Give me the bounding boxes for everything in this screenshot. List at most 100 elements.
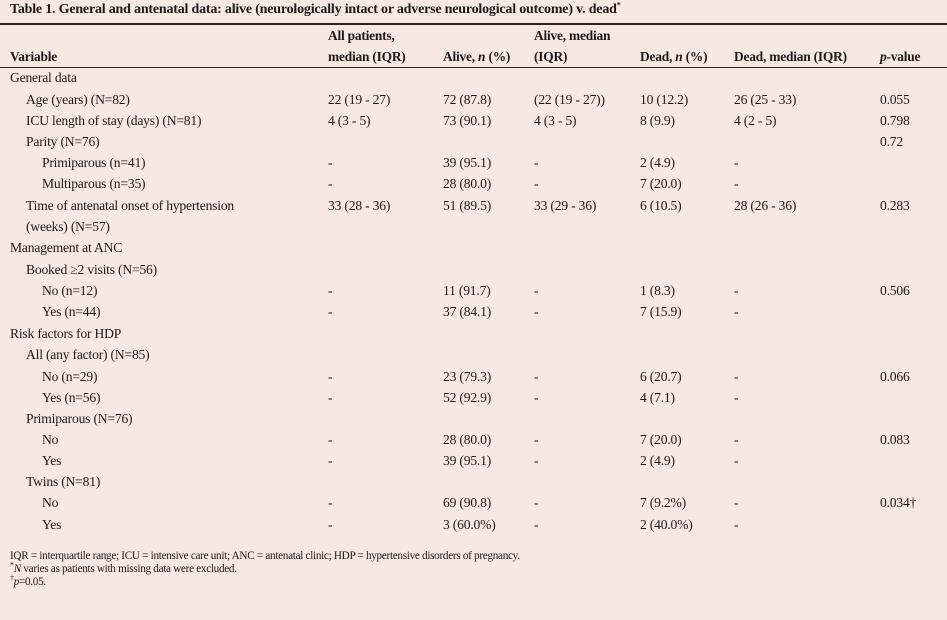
table-cell: - — [534, 517, 539, 532]
table-cell: - — [534, 369, 539, 384]
row-label: (weeks) (N=57) — [26, 219, 110, 234]
table-cell: - — [534, 390, 539, 405]
table-cell: 0.798 — [880, 113, 910, 128]
table-row: Primiparous (N=76) — [0, 408, 947, 429]
table-row: Parity (N=76) 0.72 — [0, 131, 947, 152]
column-header: Alive, median (IQR) — [534, 25, 610, 67]
table-row: Multiparous (n=35) - 28 (80.0) - 7 (20.0) - — [0, 173, 947, 194]
header-line-1: All patients, — [328, 28, 395, 43]
table-cell: 28 (26 - 36) — [734, 198, 797, 213]
table-cell: - — [734, 495, 739, 510]
header-line-2: Dead, n (%) — [640, 49, 708, 64]
table-cell: 0.72 — [880, 134, 903, 149]
table-row: ICU length of stay (days) (N=81) 4 (3 - 5… — [0, 110, 947, 131]
table-cell: 7 (20.0) — [640, 432, 682, 447]
table-cell: - — [534, 155, 539, 170]
table-cell: - — [734, 432, 739, 447]
table-cell: 0.506 — [880, 283, 910, 298]
table-cell: 4 (2 - 5) — [734, 113, 777, 128]
table-cell: - — [328, 390, 333, 405]
column-header: Dead, median (IQR) — [734, 25, 847, 67]
table-cell: - — [734, 176, 739, 191]
table-row: No - 69 (90.8) - 7 (9.2%) - 0.034† — [0, 492, 947, 513]
table-cell: - — [734, 283, 739, 298]
table-cell: 3 (60.0%) — [443, 517, 496, 532]
table-cell: 6 (10.5) — [640, 198, 682, 213]
table-row: Twins (N=81) — [0, 471, 947, 492]
table-cell: 69 (90.8) — [443, 495, 492, 510]
table-cell: - — [534, 304, 539, 319]
table-row: Yes - 3 (60.0%) - 2 (40.0%) - — [0, 514, 947, 535]
header-line-1: Alive, median — [534, 28, 611, 43]
table-cell: 4 (3 - 5) — [328, 113, 371, 128]
table-cell: - — [734, 304, 739, 319]
table-cell: - — [534, 176, 539, 191]
table-cell: 1 (8.3) — [640, 283, 675, 298]
table-cell: - — [734, 155, 739, 170]
table-cell: 2 (4.9) — [640, 155, 675, 170]
row-label: Primiparous (N=76) — [26, 411, 133, 426]
row-label: All (any factor) (N=85) — [26, 347, 150, 362]
table-cell: - — [328, 495, 333, 510]
table-row: Yes (n=44) - 37 (84.1) - 7 (15.9) - — [0, 301, 947, 322]
row-label: Risk factors for HDP — [10, 326, 122, 341]
table-cell: 11 (91.7) — [443, 283, 491, 298]
title-rule — [0, 23, 947, 25]
table-cell: 2 (40.0%) — [640, 517, 693, 532]
header-line-1 — [734, 25, 847, 46]
footnote-abbreviations: IQR = interquartile range; ICU = intensi… — [10, 550, 520, 562]
table-cell: 7 (15.9) — [640, 304, 682, 319]
column-header: Alive, n (%) — [443, 25, 510, 67]
header-line-2: median (IQR) — [328, 49, 406, 64]
row-label: Multiparous (n=35) — [42, 176, 146, 191]
table-cell: 4 (3 - 5) — [534, 113, 577, 128]
table-cell: 4 (7.1) — [640, 390, 675, 405]
row-label: Age (years) (N=82) — [26, 92, 130, 107]
row-label: Yes (n=44) — [42, 304, 101, 319]
header-line-1 — [640, 25, 707, 46]
header-rule — [0, 67, 947, 68]
table-row: General data — [0, 67, 947, 88]
table-cell: - — [534, 495, 539, 510]
table-cell: 23 (79.3) — [443, 369, 492, 384]
column-header: p-value — [880, 25, 920, 67]
table-cell: - — [328, 304, 333, 319]
table-cell: - — [328, 517, 333, 532]
row-label: Booked ≥2 visits (N=56) — [26, 262, 157, 277]
table-row: All (any factor) (N=85) — [0, 344, 947, 365]
table-row: Age (years) (N=82) 22 (19 - 27) 72 (87.8) (… — [0, 89, 947, 110]
table-row: Management at ANC — [0, 237, 947, 258]
table-cell: 0.083 — [880, 432, 910, 447]
table-cell: 8 (9.9) — [640, 113, 675, 128]
row-label: Yes (n=56) — [42, 390, 101, 405]
table-cell: 22 (19 - 27) — [328, 92, 391, 107]
table-cell: 0.055 — [880, 92, 910, 107]
row-label: Yes — [42, 453, 62, 468]
table-cell: 26 (25 - 33) — [734, 92, 797, 107]
table-cell: - — [534, 432, 539, 447]
table-cell: 39 (95.1) — [443, 453, 492, 468]
table-cell: 0.034† — [880, 495, 917, 510]
table-cell: - — [534, 453, 539, 468]
table-cell: 0.283 — [880, 198, 910, 213]
table-cell: 2 (4.9) — [640, 453, 675, 468]
table-row: Time of antenatal onset of hypertension 3… — [0, 195, 947, 216]
table-cell: 28 (80.0) — [443, 176, 492, 191]
table-cell: 33 (28 - 36) — [328, 198, 391, 213]
header-line-2: Dead, median (IQR) — [734, 49, 847, 64]
row-label: No (n=12) — [42, 283, 98, 298]
table-cell: - — [734, 369, 739, 384]
header-line-2: (IQR) — [534, 49, 568, 64]
row-label: ICU length of stay (days) (N=81) — [26, 113, 202, 128]
table-row: Yes (n=56) - 52 (92.9) - 4 (7.1) - — [0, 387, 947, 408]
row-label: Time of antenatal onset of hypertension — [26, 198, 235, 213]
header-line-2: Variable — [10, 49, 58, 64]
row-label: No (n=29) — [42, 369, 98, 384]
table-cell: 37 (84.1) — [443, 304, 492, 319]
row-label: Primiparous (n=41) — [42, 155, 146, 170]
table-cell: - — [328, 283, 333, 298]
table-cell: 28 (80.0) — [443, 432, 492, 447]
table-cell: 10 (12.2) — [640, 92, 689, 107]
header-line-1 — [880, 25, 920, 46]
table-cell: - — [734, 390, 739, 405]
